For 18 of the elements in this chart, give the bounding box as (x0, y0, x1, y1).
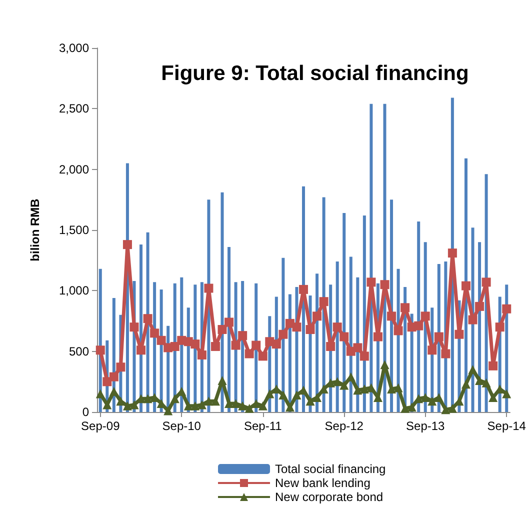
y-tick-label: 2,500 (58, 102, 90, 116)
x-tick-label: Sep-12 (324, 419, 364, 433)
y-tick-label: 0 (82, 405, 90, 419)
x-tick-label: Sep-14 (487, 419, 526, 433)
x-tick-label: Sep-10 (162, 419, 202, 433)
y-tick-label: 1,500 (58, 223, 90, 237)
y-tick-label: 2,000 (58, 162, 90, 176)
legend-label: Total social financing (275, 462, 386, 476)
legend-label: New corporate bond (275, 490, 384, 504)
y-tick-label: 1,000 (58, 284, 90, 298)
y-tick-label: 3,000 (58, 41, 90, 55)
text: Figure 9: Total social financing (161, 62, 469, 85)
y-axis-title: bilion RMB (28, 198, 42, 262)
y-tick-label: 500 (68, 344, 90, 358)
legend-label: New bank lending (275, 476, 370, 490)
x-tick-label: Sep-13 (406, 419, 446, 433)
x-tick-label: Sep-11 (244, 419, 282, 433)
x-tick-label: Sep-09 (81, 419, 120, 433)
